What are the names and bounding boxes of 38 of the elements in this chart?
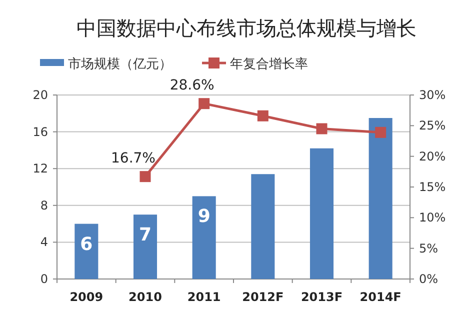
point bbox=[375, 126, 386, 138]
y2-tick-label: 20% bbox=[419, 149, 446, 164]
legend-label: 市场规模（亿元） bbox=[68, 57, 172, 72]
y-tick-label: 16 bbox=[32, 124, 48, 139]
data-label: 7 bbox=[138, 224, 152, 246]
data-label: 28.6% bbox=[170, 78, 214, 94]
legend-label: 年复合增长率 bbox=[230, 56, 308, 72]
x-tick-label: 2009 bbox=[70, 290, 104, 304]
x-tick-label: 2010 bbox=[128, 290, 162, 304]
y2-tick-label: 30% bbox=[419, 88, 446, 102]
bar bbox=[251, 174, 275, 279]
point bbox=[257, 110, 268, 122]
x-tick-label: 2014F bbox=[360, 290, 402, 304]
y-tick-label: 20 bbox=[32, 88, 48, 102]
point bbox=[198, 98, 210, 110]
chart-title: 中国数据中心布线市场总体规模与增长 bbox=[76, 16, 416, 40]
point bbox=[316, 123, 328, 134]
data-label: 9 bbox=[198, 206, 210, 228]
y2-tick-label: 15% bbox=[419, 180, 446, 194]
x-tick-label: 2012F bbox=[242, 290, 284, 304]
y2-tick-label: 10% bbox=[419, 210, 446, 225]
bar bbox=[310, 148, 334, 279]
y2-tick-label: 25% bbox=[419, 118, 446, 133]
bar bbox=[368, 118, 392, 279]
data-label: 16.7% bbox=[111, 150, 156, 167]
bar bbox=[74, 224, 98, 279]
point bbox=[140, 171, 151, 182]
bar bbox=[192, 196, 216, 279]
y-tick-label: 0 bbox=[40, 272, 48, 286]
data-label: 6 bbox=[80, 234, 93, 255]
bar bbox=[133, 214, 158, 279]
y2-tick-label: 0% bbox=[419, 272, 438, 286]
y-tick-label: 4 bbox=[40, 235, 48, 250]
y2-tick-label: 5% bbox=[419, 241, 438, 256]
x-tick-label: 2013F bbox=[300, 290, 343, 304]
x-tick-label: 2011 bbox=[187, 290, 221, 304]
y-tick-label: 12 bbox=[32, 162, 48, 176]
y-tick-label: 8 bbox=[40, 198, 48, 212]
